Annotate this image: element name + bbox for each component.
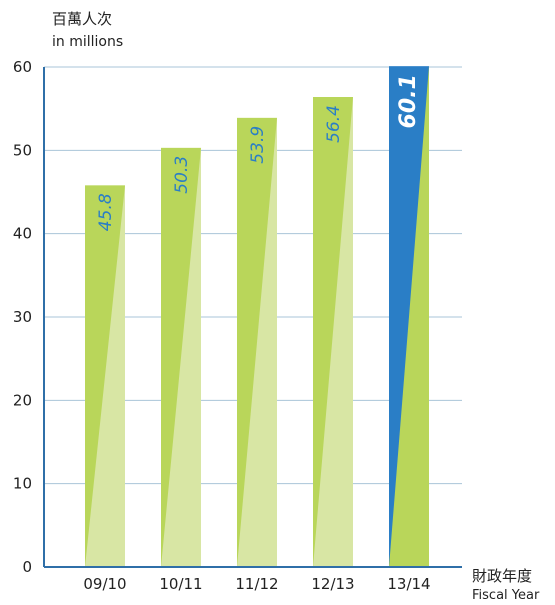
x-tick-label: 13/14 (387, 575, 430, 593)
x-axis-title-en: Fiscal Year (472, 588, 540, 603)
bar-shade (313, 97, 353, 567)
x-tick-label: 12/13 (311, 575, 354, 593)
bar-shade (161, 147, 201, 568)
y-tick-label: 40 (13, 225, 32, 243)
x-tick-label: 11/12 (235, 575, 278, 593)
y-tick-label: 0 (22, 558, 32, 576)
bar-shade (85, 185, 125, 568)
data-label: 60.1 (396, 74, 421, 128)
y-tick-label: 50 (13, 141, 32, 159)
data-label: 53.9 (248, 126, 268, 164)
bar-highlight-shade (389, 66, 429, 568)
y-tick-label: 60 (13, 58, 32, 76)
data-label: 50.3 (172, 156, 192, 194)
data-label: 45.8 (96, 193, 116, 231)
y-tick-label: 30 (13, 308, 32, 326)
x-tick-label: 09/10 (83, 575, 126, 593)
y-axis-title-cn: 百萬人次 (52, 10, 113, 28)
y-tick-label: 20 (13, 391, 32, 409)
y-axis-title-en: in millions (52, 34, 124, 50)
y-tick-label: 10 (13, 475, 32, 493)
x-axis-title-cn: 財政年度 (472, 567, 533, 585)
x-tick-label: 10/11 (159, 575, 202, 593)
data-label: 56.4 (324, 105, 344, 143)
bar-shade (237, 117, 277, 567)
